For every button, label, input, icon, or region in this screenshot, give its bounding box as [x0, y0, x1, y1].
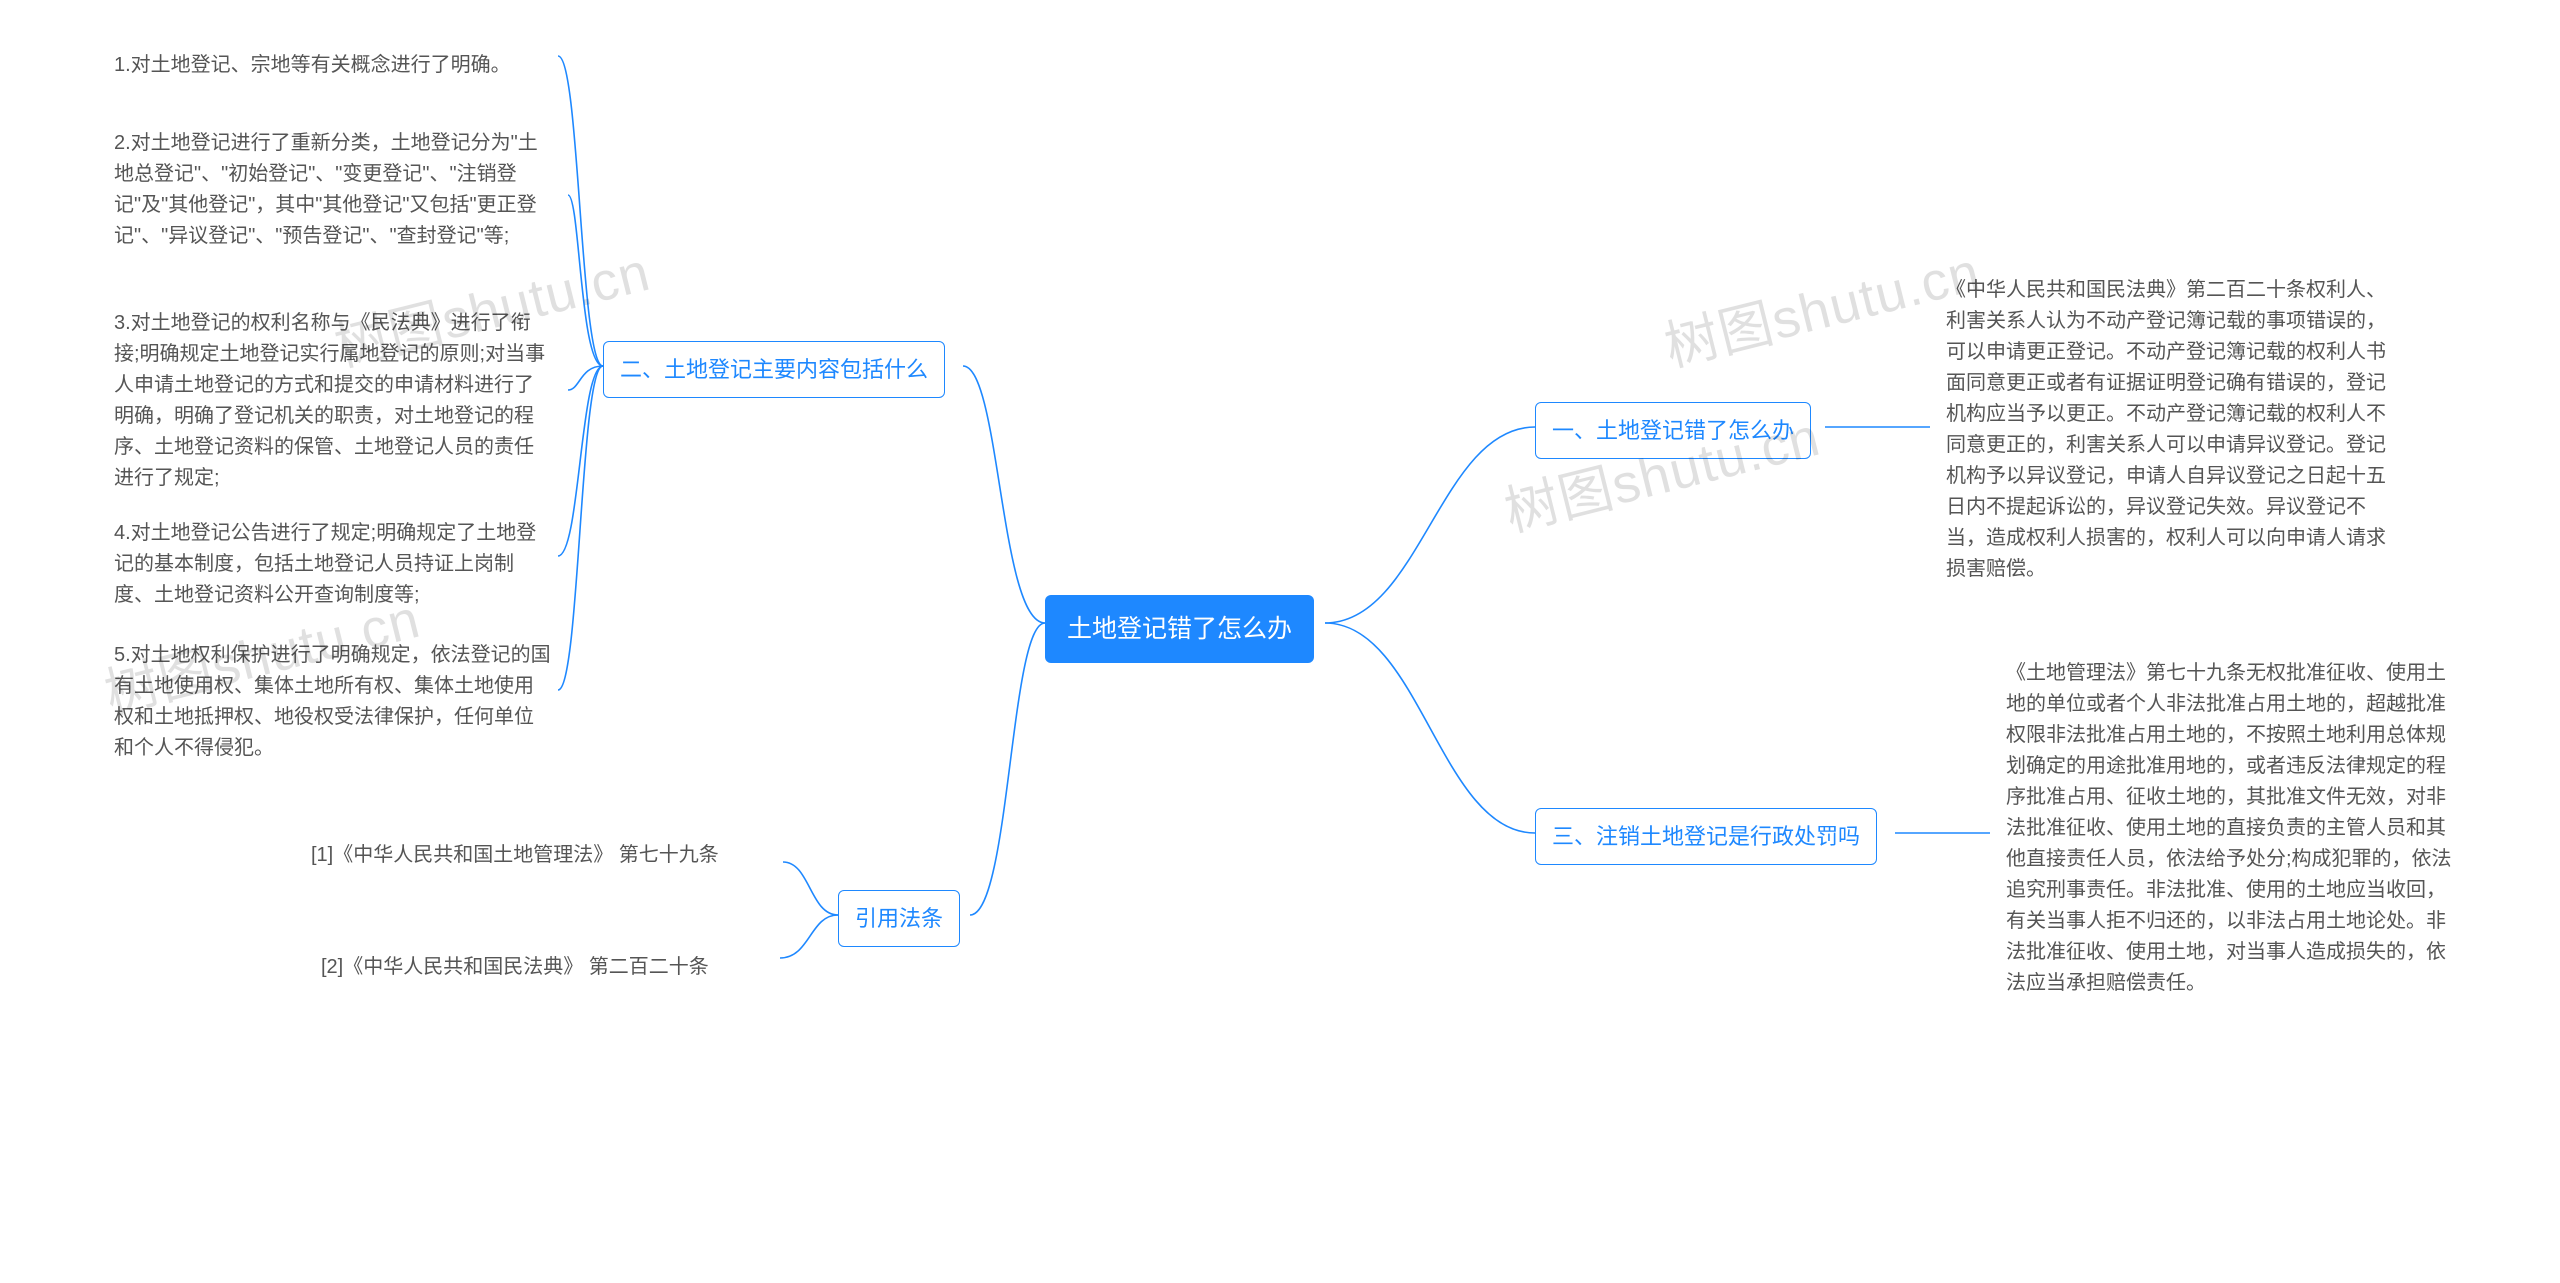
branch-label: 二、土地登记主要内容包括什么	[620, 357, 928, 382]
leaf-text: 3.对土地登记的权利名称与《民法典》进行了衔接;明确规定土地登记实行属地登记的原…	[114, 312, 545, 489]
leaf-text: 1.对土地登记、宗地等有关概念进行了明确。	[114, 54, 511, 76]
center-node[interactable]: 土地登记错了怎么办	[1045, 595, 1314, 663]
branch-label: 一、土地登记错了怎么办	[1552, 418, 1794, 443]
leaf-l2d: 4.对土地登记公告进行了规定;明确规定了土地登记的基本制度，包括土地登记人员持证…	[98, 508, 568, 621]
leaf-r3a: 《土地管理法》第七十九条无权批准征收、使用土地的单位或者个人非法批准占用土地的，…	[1990, 648, 2480, 1009]
branch-right-3[interactable]: 三、注销土地登记是行政处罚吗	[1535, 808, 1877, 865]
leaf-l2b: 2.对土地登记进行了重新分类，土地登记分为"土地总登记"、"初始登记"、"变更登…	[98, 118, 568, 262]
leaf-l2e: 5.对土地权利保护进行了明确规定，依法登记的国有土地使用权、集体土地所有权、集体…	[98, 630, 568, 774]
branch-label: 引用法条	[855, 906, 943, 931]
mindmap-canvas: 土地登记错了怎么办 一、土地登记错了怎么办 《中华人民共和国民法典》第二百二十条…	[0, 0, 2560, 1283]
leaf-text: 《土地管理法》第七十九条无权批准征收、使用土地的单位或者个人非法批准占用土地的，…	[2006, 662, 2452, 994]
branch-left-2[interactable]: 二、土地登记主要内容包括什么	[603, 341, 945, 398]
leaf-text: 4.对土地登记公告进行了规定;明确规定了土地登记的基本制度，包括土地登记人员持证…	[114, 522, 536, 606]
leaf-r1a: 《中华人民共和国民法典》第二百二十条权利人、利害关系人认为不动产登记簿记载的事项…	[1930, 265, 2410, 595]
leaf-text: [1]《中华人民共和国土地管理法》 第七十九条	[311, 844, 719, 866]
leaf-l2c: 3.对土地登记的权利名称与《民法典》进行了衔接;明确规定土地登记实行属地登记的原…	[98, 298, 568, 504]
leaf-l2a: 1.对土地登记、宗地等有关概念进行了明确。	[98, 40, 527, 91]
leaf-text: 《中华人民共和国民法典》第二百二十条权利人、利害关系人认为不动产登记簿记载的事项…	[1946, 279, 2386, 580]
leaf-lrefa: [1]《中华人民共和国土地管理法》 第七十九条	[295, 830, 735, 881]
leaf-text: 2.对土地登记进行了重新分类，土地登记分为"土地总登记"、"初始登记"、"变更登…	[114, 132, 538, 247]
center-label: 土地登记错了怎么办	[1067, 615, 1292, 643]
leaf-text: 5.对土地权利保护进行了明确规定，依法登记的国有土地使用权、集体土地所有权、集体…	[114, 644, 551, 759]
leaf-lrefb: [2]《中华人民共和国民法典》 第二百二十条	[305, 942, 725, 993]
leaf-text: [2]《中华人民共和国民法典》 第二百二十条	[321, 956, 709, 978]
branch-label: 三、注销土地登记是行政处罚吗	[1552, 824, 1860, 849]
branch-left-ref[interactable]: 引用法条	[838, 890, 960, 947]
branch-right-1[interactable]: 一、土地登记错了怎么办	[1535, 402, 1811, 459]
